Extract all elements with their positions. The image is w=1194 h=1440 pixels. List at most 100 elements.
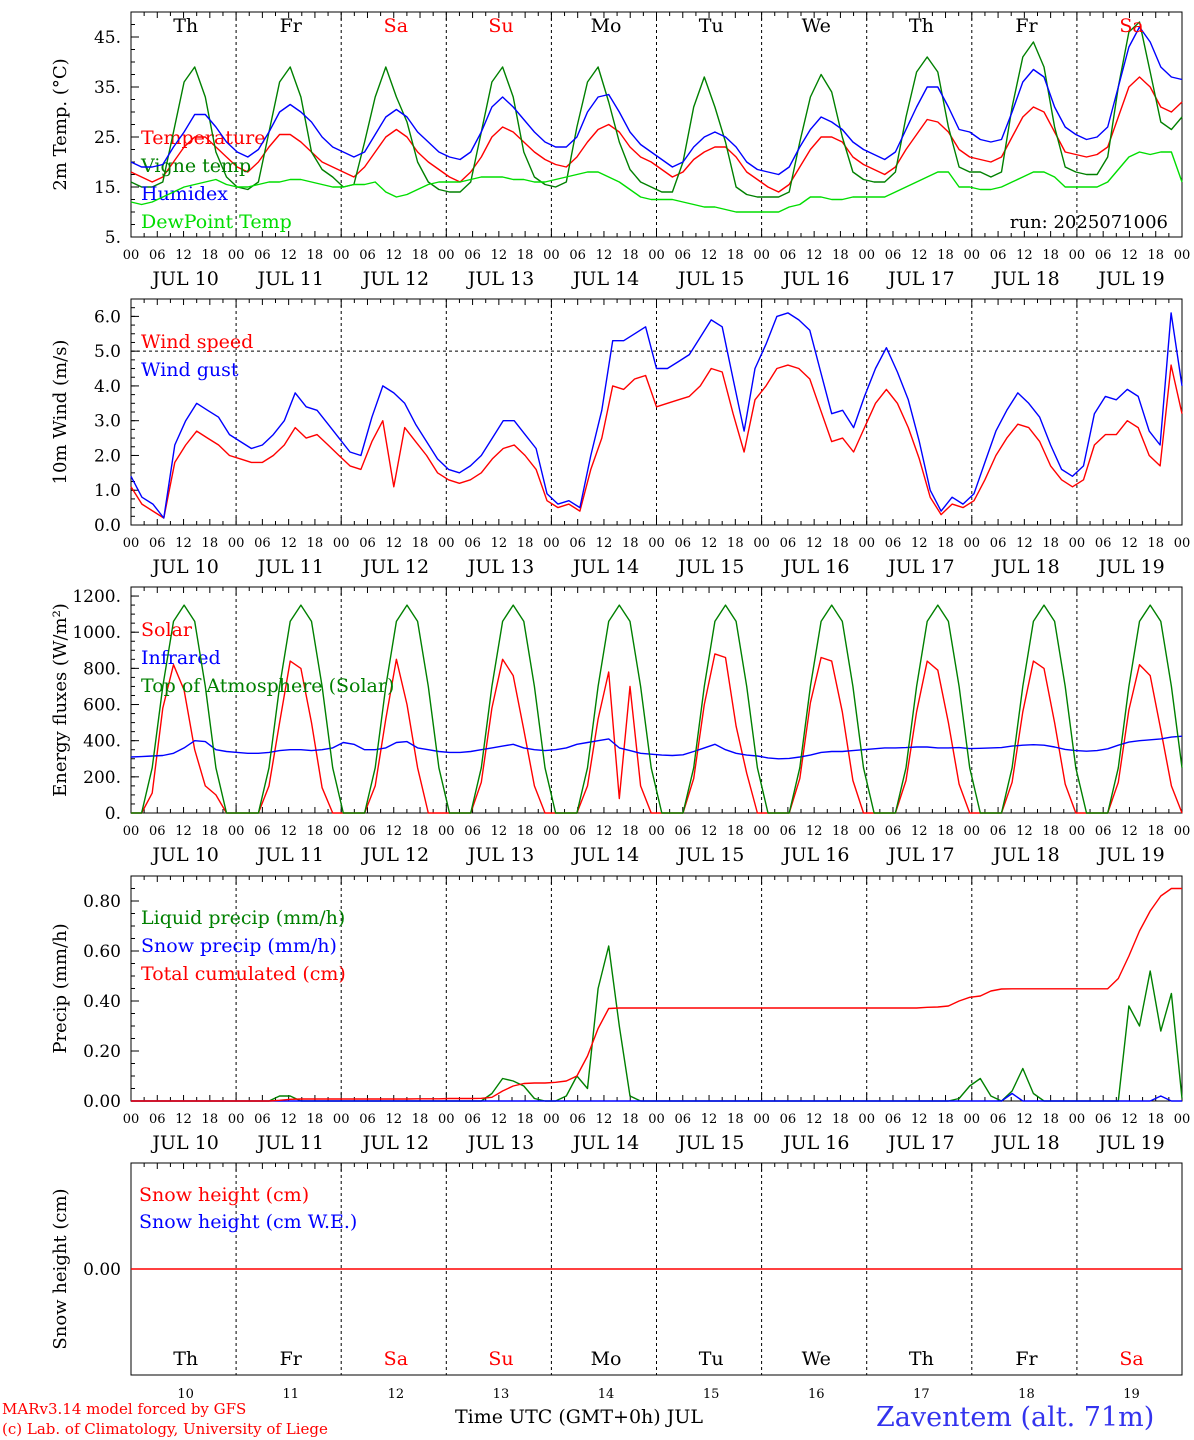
y-tick-label: 1.0	[94, 481, 121, 501]
hour-tick-label: 00	[964, 536, 981, 551]
hour-tick-label: 06	[569, 248, 586, 263]
legend-entry: Wind gust	[141, 359, 239, 381]
hour-tick-label: 00	[543, 248, 560, 263]
day-name: Sa	[1119, 15, 1143, 37]
hour-tick-label: 00	[648, 824, 665, 839]
hour-tick-label: 06	[990, 824, 1007, 839]
hour-tick-label: 06	[1095, 248, 1112, 263]
hour-tick-label: 06	[254, 824, 271, 839]
date-label: JUL 12	[361, 268, 429, 290]
hour-tick-label: 06	[990, 248, 1007, 263]
hour-tick-label: 12	[280, 248, 297, 263]
day-number: 16	[808, 1387, 825, 1402]
date-label: JUL 11	[256, 1132, 324, 1154]
hour-tick-label: 00	[648, 536, 665, 551]
day-name: Su	[488, 15, 513, 37]
hour-tick-label: 06	[359, 824, 376, 839]
date-label: JUL 12	[361, 844, 429, 866]
hour-tick-label: 00	[1174, 536, 1191, 551]
hour-tick-label: 12	[701, 824, 718, 839]
hour-tick-label: 06	[885, 824, 902, 839]
hour-tick-label: 12	[1121, 824, 1138, 839]
hour-tick-label: 18	[307, 536, 324, 551]
date-label: JUL 10	[150, 268, 218, 290]
date-label: JUL 18	[991, 268, 1059, 290]
series-line-wind-speed	[130, 364, 1183, 519]
day-name: Th	[173, 15, 198, 37]
day-name: Sa	[384, 1348, 408, 1370]
hour-tick-label: 18	[412, 536, 429, 551]
day-number: 14	[598, 1387, 615, 1402]
hour-tick-label: 18	[1042, 536, 1059, 551]
hour-tick-label: 18	[622, 824, 639, 839]
hour-tick-label: 18	[937, 824, 954, 839]
hour-tick-label: 06	[780, 824, 797, 839]
hour-tick-label: 06	[675, 536, 692, 551]
hour-tick-label: 00	[123, 824, 140, 839]
date-label: JUL 13	[466, 1132, 534, 1154]
day-name: Fr	[1015, 1348, 1038, 1370]
date-label: JUL 15	[676, 844, 744, 866]
legend-entry: Vigne temp	[140, 155, 251, 177]
hour-tick-label: 00	[1174, 1112, 1191, 1127]
series-line-solar	[131, 653, 1183, 814]
station-name: Zaventem (alt. 71m)	[876, 1402, 1155, 1433]
hour-tick-label: 18	[622, 248, 639, 263]
hour-tick-label: 00	[753, 536, 770, 551]
hour-tick-label: 12	[1016, 824, 1033, 839]
hour-tick-label: 12	[1016, 536, 1033, 551]
hour-tick-label: 18	[202, 248, 219, 263]
hour-tick-label: 12	[175, 248, 192, 263]
run-annotation: run: 2025071006	[1010, 212, 1168, 233]
hour-tick-label: 06	[464, 824, 481, 839]
date-label: JUL 17	[886, 556, 954, 578]
legend-entry: Snow height (cm W.E.)	[139, 1211, 357, 1233]
hour-tick-label: 18	[727, 248, 744, 263]
day-number: 13	[493, 1387, 510, 1402]
hour-tick-label: 18	[517, 824, 534, 839]
hour-tick-label: 18	[1042, 1112, 1059, 1127]
hour-tick-label: 00	[333, 1112, 350, 1127]
hour-tick-label: 12	[1016, 248, 1033, 263]
hour-tick-label: 18	[202, 824, 219, 839]
hour-tick-label: 06	[149, 248, 166, 263]
legend-entry: Snow height (cm)	[139, 1184, 309, 1206]
hour-tick-label: 12	[1016, 1112, 1033, 1127]
hour-tick-label: 00	[228, 824, 245, 839]
legend-entry: Solar	[141, 619, 193, 641]
hour-tick-label: 12	[701, 248, 718, 263]
hour-tick-label: 06	[464, 1112, 481, 1127]
hour-tick-label: 06	[675, 824, 692, 839]
series-line-humidex	[130, 26, 1183, 176]
hour-tick-label: 18	[832, 1112, 849, 1127]
hour-tick-label: 18	[202, 536, 219, 551]
date-label: JUL 18	[991, 844, 1059, 866]
hour-tick-label: 06	[254, 1112, 271, 1127]
day-number: 10	[177, 1387, 194, 1402]
hour-tick-label: 06	[675, 1112, 692, 1127]
hour-tick-label: 18	[832, 536, 849, 551]
legend-entry: Top of Atmosphere (Solar)	[141, 675, 394, 697]
hour-tick-label: 00	[123, 536, 140, 551]
y-tick-label: 800.	[83, 659, 121, 679]
day-name: Th	[909, 15, 934, 37]
y-tick-label: 0.80	[83, 892, 121, 912]
day-name: Su	[488, 1348, 513, 1370]
y-tick-label: 0.	[105, 804, 121, 824]
date-label: JUL 19	[1096, 268, 1164, 290]
day-name: We	[802, 1348, 831, 1370]
date-label: JUL 17	[886, 844, 954, 866]
y-tick-label: 5.0	[94, 342, 121, 362]
y-tick-label: 0.60	[83, 942, 121, 962]
hour-tick-label: 12	[491, 248, 508, 263]
lab-credit: (c) Lab. of Climatology, University of L…	[2, 1420, 328, 1438]
hour-tick-label: 06	[149, 824, 166, 839]
hour-tick-label: 12	[1121, 536, 1138, 551]
hour-tick-label: 12	[385, 248, 402, 263]
hour-tick-label: 00	[1174, 824, 1191, 839]
day-number: 19	[1123, 1387, 1140, 1402]
date-label: JUL 14	[571, 1132, 639, 1154]
hour-tick-label: 12	[596, 1112, 613, 1127]
hour-tick-label: 18	[937, 536, 954, 551]
hour-tick-label: 00	[438, 248, 455, 263]
